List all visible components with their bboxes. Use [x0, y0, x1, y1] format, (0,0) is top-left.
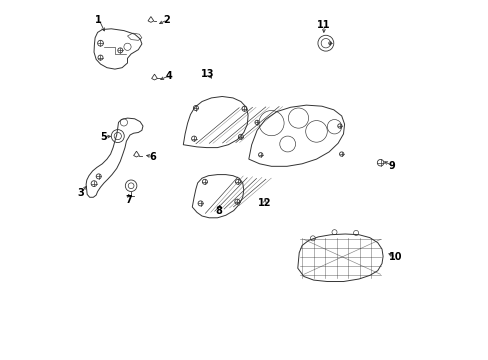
Text: 5: 5 — [101, 132, 107, 142]
Text: 9: 9 — [388, 161, 395, 171]
Text: 11: 11 — [316, 20, 330, 30]
Text: 4: 4 — [165, 71, 172, 81]
Text: 2: 2 — [163, 15, 170, 25]
Text: 3: 3 — [77, 188, 84, 198]
Text: 10: 10 — [388, 252, 402, 262]
Text: 7: 7 — [125, 195, 132, 205]
Text: 12: 12 — [257, 198, 270, 208]
Text: 1: 1 — [95, 15, 102, 25]
Text: 8: 8 — [215, 206, 222, 216]
Text: 13: 13 — [201, 69, 214, 79]
Text: 6: 6 — [149, 152, 156, 162]
